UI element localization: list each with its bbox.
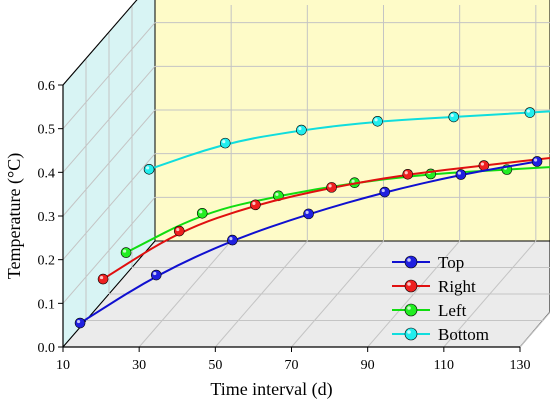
data-point-right — [250, 199, 261, 211]
data-point-highlight — [404, 171, 408, 175]
grid — [62, 0, 550, 348]
x-tick-label: 130 — [510, 358, 531, 373]
data-point-highlight — [99, 275, 104, 280]
legend-marker — [404, 255, 418, 269]
x-tick-label: 10 — [56, 358, 70, 373]
floor-grid-line — [519, 311, 550, 348]
data-point-bottom — [296, 124, 307, 136]
x-axis-label: Time interval (d) — [210, 379, 332, 400]
data-point-bottom — [372, 115, 383, 127]
legend-label: Right — [438, 277, 476, 296]
series-right — [97, 156, 550, 285]
y-tick-label: 0.5 — [38, 123, 56, 138]
data-point-highlight — [457, 171, 462, 175]
axis-frame — [62, 0, 156, 86]
data-point-highlight — [533, 158, 538, 162]
y-tick-label: 0.3 — [38, 210, 56, 225]
y-tick-label: 0.6 — [38, 79, 56, 94]
data-point-highlight — [305, 210, 309, 214]
data-point-highlight — [526, 109, 531, 113]
legend-marker-highlight — [407, 330, 411, 334]
data-point-highlight — [122, 249, 127, 253]
legend-marker — [404, 303, 418, 317]
data-point-right — [326, 182, 337, 193]
data-point-left — [196, 207, 208, 219]
x-tick-label: 50 — [208, 358, 222, 373]
back-wall — [154, 0, 550, 242]
data-point-highlight — [351, 179, 355, 183]
data-point-highlight — [153, 271, 157, 276]
data-point-top — [74, 317, 86, 329]
data-point-highlight — [176, 227, 180, 232]
data-point-highlight — [450, 113, 454, 118]
legend-item-top: Top — [392, 253, 464, 272]
data-point-highlight — [381, 188, 385, 193]
data-point-highlight — [145, 166, 150, 170]
data-point-top — [227, 234, 238, 246]
data-point-highlight — [252, 201, 256, 205]
series-layer — [74, 107, 550, 329]
y-tick-label: 0.4 — [38, 166, 56, 181]
data-point-top — [150, 269, 162, 281]
series-line-top — [79, 160, 538, 324]
data-point-bottom — [143, 164, 155, 175]
frame-edge — [62, 0, 138, 86]
series-top — [74, 156, 543, 329]
y-tick-label: 0.2 — [38, 254, 56, 269]
data-point-right — [173, 225, 185, 237]
data-point-bottom — [448, 111, 460, 123]
legend-marker — [404, 279, 418, 293]
data-point-top — [379, 186, 391, 198]
series-bottom — [143, 107, 550, 175]
legend-label: Bottom — [438, 325, 489, 344]
legend-item-left: Left — [392, 301, 467, 320]
data-point-top — [531, 156, 543, 167]
x-tick-label: 110 — [434, 358, 454, 373]
data-point-right — [402, 168, 414, 180]
legend-label: Left — [438, 301, 467, 320]
legend-item-bottom: Bottom — [392, 325, 489, 344]
data-point-highlight — [275, 192, 279, 196]
legend-marker-highlight — [407, 282, 411, 286]
data-point-highlight — [222, 140, 226, 144]
data-point-right — [478, 160, 490, 171]
x-tick-label: 90 — [361, 358, 375, 373]
legend-label: Top — [438, 253, 464, 272]
data-point-highlight — [480, 162, 485, 166]
y-tick-label: 0.0 — [38, 341, 56, 356]
data-point-highlight — [229, 236, 233, 241]
data-point-top — [455, 169, 467, 180]
data-point-right — [97, 273, 109, 285]
data-point-highlight — [199, 210, 203, 214]
data-point-left — [120, 247, 132, 258]
x-tick-label: 70 — [285, 358, 299, 373]
y-tick-label: 0.1 — [38, 297, 56, 312]
x-tick-label: 30 — [132, 358, 146, 373]
legend-marker-highlight — [407, 306, 411, 310]
data-point-highlight — [76, 319, 81, 324]
legend: Top Right Left Bottom — [392, 253, 489, 344]
data-point-highlight — [298, 126, 302, 131]
legend-marker — [404, 327, 418, 341]
legend-item-right: Right — [392, 277, 476, 296]
axes: 10 30 50 70 90 110 130 0.0 0.1 0.2 0.3 0.4 0.5 0.6 — [38, 79, 531, 373]
data-point-bottom — [524, 107, 536, 118]
data-point-highlight — [328, 184, 332, 188]
y-axis-label: Temperature (°C) — [4, 153, 25, 279]
legend-marker-highlight — [407, 258, 411, 262]
data-point-bottom — [219, 137, 231, 149]
data-point-highlight — [374, 118, 378, 122]
data-point-top — [303, 208, 314, 220]
